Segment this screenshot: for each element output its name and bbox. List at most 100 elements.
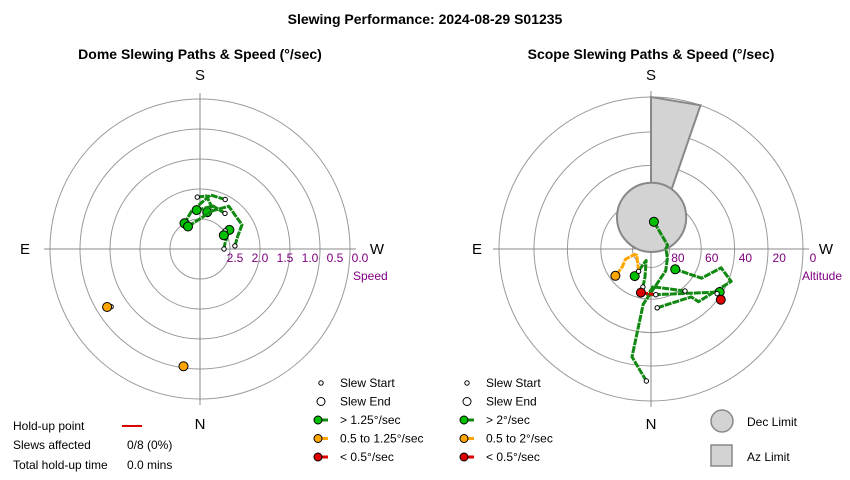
scope-label-west: W (819, 241, 834, 258)
dome-legend-label: 0.5 to 1.25°/sec (340, 432, 424, 446)
scope-slew-start-marker (643, 378, 650, 384)
medium-speed-legend-icon (313, 434, 323, 443)
fast-speed-legend-icon (459, 415, 469, 425)
dome-slew (218, 228, 229, 241)
dome-legend-item: Slew End (316, 395, 391, 409)
dome-legend-label: > 1.25°/sec (340, 413, 401, 427)
dome-speed-legend: Slew Start Slew End > 1.25°/sec 0.5 to 1.25… (313, 376, 424, 464)
scope-label-north: N (646, 416, 657, 433)
dome-radial-tick-label: 0.0 (352, 251, 369, 265)
dome-radial-tick-label: 2.0 (252, 251, 269, 265)
scope-radial-tick-label: 80 (671, 251, 685, 265)
scope-slew-path (633, 259, 648, 288)
scope-slew-path (614, 252, 641, 277)
scope-slew-path (646, 285, 720, 297)
slew-start-legend-icon (318, 380, 324, 386)
scope-slew-start-marker (653, 292, 659, 298)
scope-slew (646, 285, 725, 297)
scope-slew-end-marker (715, 294, 726, 305)
dome-legend-item: 0.5 to 1.25°/sec (313, 432, 424, 446)
scope-slew-start-marker (654, 305, 660, 311)
figure-title: Slewing Performance: 2024-08-29 S01235 (288, 11, 563, 27)
scope-radial-tick-label: 20 (773, 251, 787, 265)
dome-slew-end-marker (178, 361, 189, 372)
dome-label-east: E (20, 241, 30, 258)
scope-legend-item: 0.5 to 2°/sec (459, 432, 553, 446)
dome-slew (183, 194, 215, 232)
dome-slew (102, 302, 114, 312)
scope-legend-item: < 0.5°/sec (459, 450, 540, 464)
dome-radial-tick-label: 1.0 (302, 251, 319, 265)
scope-legend-item: Slew Start (464, 376, 541, 390)
slew-end-legend-icon (462, 397, 472, 406)
dome-polar-chart: Dome Slewing Paths & Speed (°/sec) S N E… (20, 46, 388, 433)
scope-polar-chart: Scope Slewing Paths & Speed (°/sec) S N … (472, 46, 842, 433)
dome-radial-tick-label: 2.5 (227, 251, 244, 265)
limit-legend: Dec Limit Az Limit (710, 409, 798, 467)
dome-legend-item: > 1.25°/sec (313, 413, 401, 427)
dome-slew-path (187, 194, 215, 228)
scope-slew-end-marker (648, 216, 659, 227)
scope-radial-tick-label: 60 (705, 251, 719, 265)
slew-start-legend-icon (464, 380, 470, 386)
scope-legend-item: Slew End (462, 395, 537, 409)
dome-legend-item: < 0.5°/sec (313, 450, 394, 464)
scope-slew-end-marker (629, 271, 640, 282)
scope-chart-title: Scope Slewing Paths & Speed (°/sec) (528, 46, 775, 62)
scope-slew-end-marker (610, 270, 621, 281)
scope-legend-label: Slew Start (486, 376, 541, 390)
fast-speed-legend-icon (313, 415, 323, 425)
dome-slew-path (196, 204, 226, 215)
scope-legend-label: Slew End (486, 395, 537, 409)
scope-slew (610, 252, 642, 281)
scope-slew-end-marker (670, 264, 681, 275)
dome-legend-label: Slew Start (340, 376, 395, 390)
scope-legend-label: 0.5 to 2°/sec (486, 432, 553, 446)
scope-slew (635, 287, 659, 298)
slow-speed-legend-icon (313, 452, 323, 462)
dome-slew-start-marker (232, 243, 238, 249)
slow-speed-legend-icon (459, 452, 469, 462)
scope-slew (630, 216, 670, 384)
scope-speed-legend: Slew Start Slew End > 2°/sec 0.5 to 2°/sec <… (459, 376, 553, 464)
dome-legend-label: Slew End (340, 395, 391, 409)
scope-slew (654, 264, 733, 311)
dome-label-south: S (195, 67, 205, 84)
scope-slew (629, 259, 648, 290)
scope-slew-end-marker (635, 287, 646, 298)
scope-label-east: E (472, 241, 482, 258)
scope-slew-path (630, 221, 670, 382)
dome-slew (191, 204, 228, 217)
dome-slew-path (206, 204, 244, 247)
slews-affected-value: 0/8 (0%) (127, 438, 172, 452)
dome-legend-label: < 0.5°/sec (340, 450, 394, 464)
total-holdup-value: 0.0 mins (127, 458, 172, 472)
scope-slew-start-marker (714, 290, 720, 297)
total-holdup-label: Total hold-up time (13, 458, 108, 472)
dome-radial-tick-label: 1.5 (277, 251, 294, 265)
scope-legend-label: > 2°/sec (486, 413, 530, 427)
dome-label-north: N (195, 416, 206, 433)
scope-radial-tick-label: 40 (739, 251, 753, 265)
dome-slew-end-marker (191, 205, 202, 216)
scope-radial-tick-label: 0 (810, 251, 817, 265)
dome-slew-start-marker (222, 210, 228, 217)
dome-slew-start-marker (221, 246, 227, 252)
dec-limit-legend-label: Dec Limit (747, 415, 798, 429)
scope-slew-start-marker (635, 268, 642, 274)
dome-radial-tick-label: 0.5 (327, 251, 344, 265)
dome-slew-path (183, 193, 226, 225)
dome-slew-end-marker (183, 221, 193, 232)
dome-slew-end-marker (102, 302, 113, 312)
az-limit-legend-swatch (710, 444, 733, 467)
scope-legend-label: < 0.5°/sec (486, 450, 540, 464)
medium-speed-legend-icon (459, 434, 469, 443)
scope-slew-path (656, 266, 733, 310)
scope-legend-item: > 2°/sec (459, 413, 530, 427)
holdup-point-label: Hold-up point (13, 419, 85, 433)
scope-slew (714, 290, 726, 305)
scope-label-south: S (646, 67, 656, 84)
dome-slew-end-marker (218, 230, 229, 241)
dome-legend-item: Slew Start (318, 376, 395, 390)
